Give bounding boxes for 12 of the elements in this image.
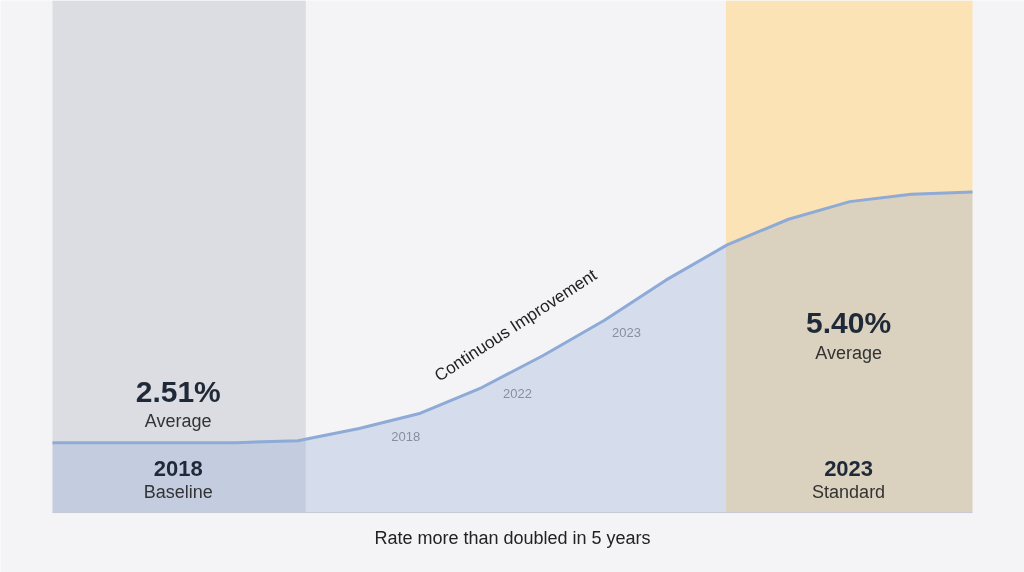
annotation: 5.40%: [806, 306, 892, 340]
annotation: Average: [144, 410, 212, 431]
annotation: Standard: [812, 481, 886, 502]
annotation: 2023: [824, 455, 874, 481]
annotation: 2.51%: [135, 375, 221, 409]
text: Rate more than doubled in 5 years: [374, 527, 651, 548]
annotation: 2018: [153, 455, 203, 481]
annotation: 2018: [391, 429, 421, 445]
annotation: 2022: [502, 386, 532, 402]
annotation: Average: [815, 342, 882, 363]
annotation: Baseline: [143, 481, 213, 502]
annotation: 2023: [612, 325, 642, 341]
